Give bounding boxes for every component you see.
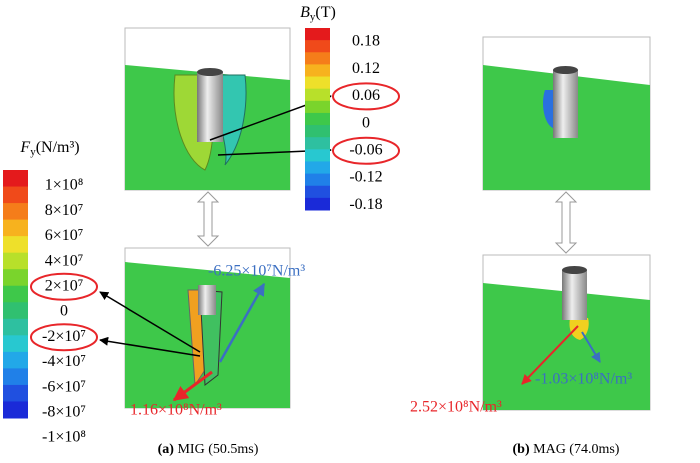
sim-image-a-top xyxy=(124,27,291,191)
colorbar-band xyxy=(3,219,28,237)
colorbar-label: -4×10⁷ xyxy=(42,353,86,370)
colorbar-band xyxy=(3,186,28,204)
colorbar-label: 0.18 xyxy=(352,33,380,50)
colorbar-band xyxy=(305,161,330,175)
colorbar-band xyxy=(305,185,330,199)
sim-image-b-top xyxy=(482,36,651,191)
colorbar-band xyxy=(3,203,28,221)
colorbar-band xyxy=(3,269,28,287)
colorbar-band xyxy=(3,351,28,369)
pointer-arrow xyxy=(99,291,201,353)
force-arrow xyxy=(218,282,266,363)
colorbar-band xyxy=(305,125,330,138)
colorbar-band xyxy=(305,52,330,65)
colorbar-band xyxy=(305,197,330,211)
colorbar-band xyxy=(3,335,28,353)
annotation: 1.16×10⁸N/m³ xyxy=(130,402,222,419)
colorbar-band xyxy=(305,76,330,90)
colorbar-label: 8×10⁷ xyxy=(45,202,84,219)
colorbar-band xyxy=(3,236,28,254)
colorbar-label: -0.06 xyxy=(349,141,382,158)
colorbar-label: 2×10⁷ xyxy=(45,277,84,294)
colorbar-band xyxy=(305,112,330,126)
colorbar-label: 0.12 xyxy=(352,60,380,77)
colorbar-label: -0.18 xyxy=(349,196,382,213)
force-arrow xyxy=(581,331,601,363)
pointer-arrow xyxy=(99,336,201,357)
colorbar-label: -8×10⁷ xyxy=(42,403,86,420)
colorbar-label: 0 xyxy=(60,303,68,320)
colorbar-label: 6×10⁷ xyxy=(45,227,84,244)
highlight-ellipse xyxy=(30,272,98,301)
colorbar-label: 4×10⁷ xyxy=(45,252,84,269)
annotation: -1.03×10⁸N/m³ xyxy=(535,371,632,388)
colorbar-label: -0.12 xyxy=(349,169,382,186)
colorbar-label: 0.06 xyxy=(352,87,380,104)
colorbar-band xyxy=(305,64,330,78)
colorbar-band xyxy=(3,252,28,270)
colorbar-band xyxy=(305,88,330,102)
annotation: -6.25×10⁷N/m³ xyxy=(208,263,305,280)
colorbar-band xyxy=(3,401,28,419)
colorbar-band xyxy=(3,302,28,320)
colorbar-band xyxy=(3,318,28,336)
colorbar-band xyxy=(3,384,28,402)
force-arrow xyxy=(172,370,213,402)
colorbar-label: 1×10⁸ xyxy=(45,177,84,194)
caption: (a) MIG (50.5ms) xyxy=(158,442,259,457)
colorbar-title: Fy(N/m³) xyxy=(19,139,79,158)
colorbar-band xyxy=(3,285,28,303)
colorbar-title: By(T) xyxy=(300,4,336,23)
colorbar-label: -6×10⁷ xyxy=(42,378,86,395)
colorbar-band xyxy=(3,170,28,188)
annotation: 2.52×10⁸N/m³ xyxy=(410,399,502,416)
colorbar-label: 0 xyxy=(362,114,370,131)
sim-image-a-bottom xyxy=(124,247,291,409)
colorbar-band xyxy=(305,28,330,41)
highlight-ellipse xyxy=(332,136,400,165)
highlight-ellipse xyxy=(332,82,400,111)
colorbar-label: -2×10⁷ xyxy=(42,328,86,345)
colorbar-band xyxy=(305,137,330,150)
highlight-ellipse xyxy=(30,323,98,352)
double-arrow xyxy=(554,191,578,254)
double-arrow xyxy=(196,191,220,247)
colorbar-band xyxy=(305,40,330,53)
colorbar-band xyxy=(305,149,330,162)
colorbar-band xyxy=(305,100,330,114)
colorbar-band xyxy=(305,173,330,187)
colorbar-band xyxy=(3,368,28,386)
caption: (b) MAG (74.0ms) xyxy=(513,442,620,457)
colorbar-label: -1×10⁸ xyxy=(42,429,86,446)
force-arrow xyxy=(521,325,579,385)
